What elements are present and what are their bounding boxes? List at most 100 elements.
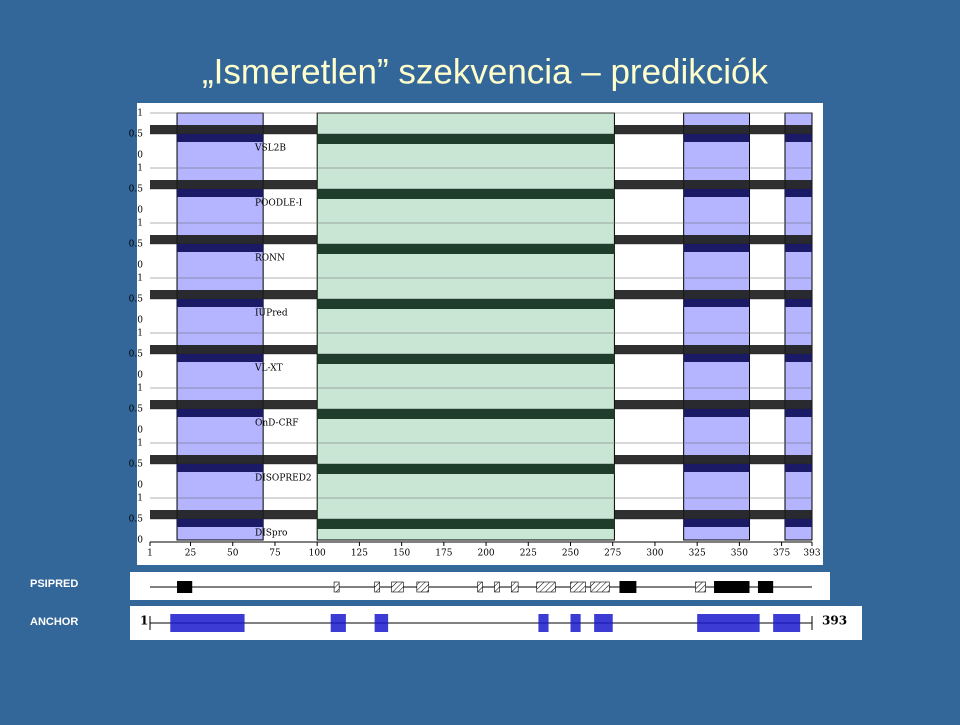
region bbox=[176, 112, 264, 541]
y-tick-label: 0.5 bbox=[129, 405, 144, 415]
region bbox=[683, 112, 751, 541]
y-tick-label: 0.5 bbox=[129, 130, 144, 140]
track-name: DISOPRED2 bbox=[255, 474, 312, 484]
profile-blue bbox=[784, 409, 812, 417]
strand bbox=[536, 581, 556, 593]
profile-disordered bbox=[317, 464, 615, 474]
anchor-segment bbox=[594, 614, 613, 632]
anchor-last: 393 bbox=[822, 614, 847, 628]
x-tick-label: 375 bbox=[773, 549, 790, 559]
strand bbox=[391, 581, 404, 593]
profile-ordered bbox=[150, 125, 318, 134]
profile-blue bbox=[177, 464, 264, 472]
profile-blue bbox=[683, 464, 750, 472]
profile-blue bbox=[683, 354, 750, 362]
profile-blue bbox=[683, 299, 750, 307]
strand bbox=[333, 581, 340, 593]
slide-title: „Ismeretlen” szekvencia – predikciók bbox=[202, 52, 769, 91]
profile-ordered bbox=[614, 235, 812, 244]
track-name: IUPred bbox=[255, 309, 288, 319]
profile-ordered bbox=[150, 455, 318, 464]
profile-blue bbox=[784, 244, 812, 252]
x-tick-label: 125 bbox=[351, 549, 368, 559]
y-tick-label: 1 bbox=[137, 219, 143, 229]
helix bbox=[619, 581, 637, 593]
y-tick-label: 0 bbox=[137, 151, 143, 161]
y-tick-label: 0.5 bbox=[129, 515, 144, 525]
profile-ordered bbox=[150, 235, 318, 244]
y-tick-label: 0 bbox=[137, 261, 143, 271]
profile-ordered bbox=[614, 455, 812, 464]
profile-ordered bbox=[614, 400, 812, 409]
anchor-first: 1 bbox=[140, 614, 148, 628]
y-tick-label: 0.5 bbox=[129, 240, 144, 250]
profile-disordered bbox=[317, 299, 615, 309]
track-name: OnD-CRF bbox=[255, 419, 299, 429]
helix bbox=[757, 581, 774, 593]
x-tick-label: 275 bbox=[604, 549, 621, 559]
x-tick-label: 200 bbox=[477, 549, 494, 559]
y-tick-label: 0 bbox=[137, 426, 143, 436]
track-name: VL-XT bbox=[254, 364, 283, 374]
profile-ordered bbox=[614, 345, 812, 354]
x-tick-label: 225 bbox=[520, 549, 537, 559]
profile-disordered bbox=[317, 244, 615, 254]
strand bbox=[570, 581, 587, 593]
anchor-label: ANCHOR bbox=[30, 616, 78, 628]
anchor-segment bbox=[538, 614, 549, 632]
profile-blue bbox=[683, 244, 750, 252]
profile-blue bbox=[177, 409, 264, 417]
strand bbox=[416, 581, 429, 593]
x-tick-label: 50 bbox=[227, 549, 239, 559]
profile-blue bbox=[177, 519, 264, 527]
profile-blue bbox=[177, 244, 264, 252]
y-tick-label: 0.5 bbox=[129, 185, 144, 195]
strand bbox=[494, 581, 500, 593]
x-tick-label: 325 bbox=[689, 549, 706, 559]
y-tick-label: 1 bbox=[137, 384, 143, 394]
profile-disordered bbox=[317, 354, 615, 364]
y-tick-label: 1 bbox=[137, 274, 143, 284]
y-tick-label: 0.5 bbox=[129, 460, 144, 470]
x-tick-label: 150 bbox=[393, 549, 410, 559]
profile-disordered bbox=[317, 189, 615, 199]
profile-blue bbox=[784, 299, 812, 307]
y-tick-label: 0 bbox=[137, 481, 143, 491]
profile-ordered bbox=[614, 290, 812, 299]
profile-blue bbox=[784, 464, 812, 472]
profile-blue bbox=[177, 189, 264, 197]
track-name: VSL2B bbox=[254, 144, 286, 154]
x-tick-label: 300 bbox=[646, 549, 663, 559]
track-name: RONN bbox=[255, 254, 285, 264]
y-tick-label: 1 bbox=[137, 494, 143, 504]
profile-ordered bbox=[614, 180, 812, 189]
region bbox=[784, 112, 813, 541]
profile-ordered bbox=[150, 345, 318, 354]
helix bbox=[177, 581, 193, 593]
region bbox=[316, 112, 615, 541]
y-tick-label: 0.5 bbox=[129, 295, 144, 305]
x-tick-label: 175 bbox=[435, 549, 452, 559]
profile-blue bbox=[683, 134, 750, 142]
helix bbox=[714, 581, 750, 593]
profile-ordered bbox=[614, 510, 812, 519]
profile-blue bbox=[784, 354, 812, 362]
x-tick-label: 25 bbox=[185, 549, 197, 559]
strand bbox=[511, 581, 519, 593]
x-tick-label: 75 bbox=[269, 549, 281, 559]
y-tick-label: 0.5 bbox=[129, 350, 144, 360]
strand bbox=[374, 581, 380, 593]
profile-disordered bbox=[317, 134, 615, 144]
profile-blue bbox=[177, 134, 264, 142]
anchor-segment bbox=[697, 614, 760, 632]
track-name: DISpro bbox=[255, 529, 287, 539]
profile-ordered bbox=[150, 510, 318, 519]
profile-blue bbox=[784, 134, 812, 142]
profile-blue bbox=[683, 519, 750, 527]
profile-ordered bbox=[150, 290, 318, 299]
x-tick-label: 350 bbox=[731, 549, 748, 559]
profile-disordered bbox=[317, 519, 615, 529]
x-tick-label: 100 bbox=[309, 549, 326, 559]
profile-ordered bbox=[614, 125, 812, 134]
psipred-label: PSIPRED bbox=[30, 578, 78, 590]
